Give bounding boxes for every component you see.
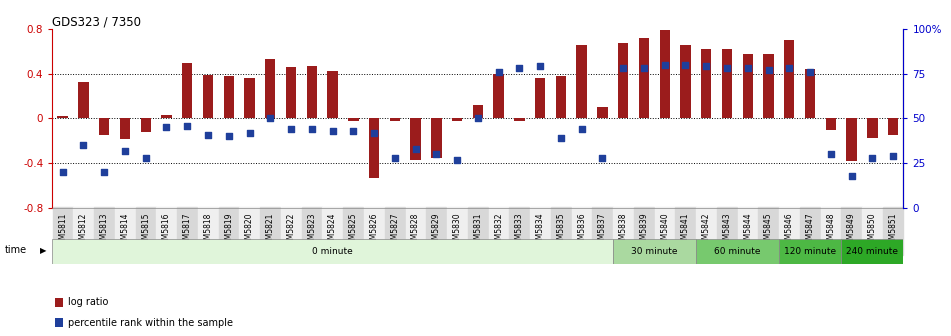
Point	[366, 130, 381, 135]
Point	[325, 128, 340, 134]
Point	[553, 135, 569, 141]
Bar	[805, 69, 815, 119]
Bar	[696, 239, 779, 264]
Text: 120 minute: 120 minute	[784, 247, 836, 256]
Bar	[120, 119, 130, 139]
Point	[636, 66, 651, 71]
Bar	[203, 75, 213, 119]
Bar	[473, 105, 483, 119]
Bar	[99, 119, 109, 135]
Bar	[784, 40, 794, 119]
Bar	[141, 119, 151, 132]
Bar	[867, 119, 878, 137]
Bar	[452, 119, 462, 121]
Point	[471, 116, 486, 121]
Bar	[722, 49, 732, 119]
Text: percentile rank within the sample: percentile rank within the sample	[68, 318, 233, 328]
Bar	[576, 45, 587, 119]
Point	[491, 69, 506, 74]
Point	[803, 69, 818, 74]
Point	[740, 66, 755, 71]
Bar	[743, 54, 753, 119]
Bar	[390, 119, 400, 121]
Point	[824, 152, 839, 157]
Point	[594, 155, 610, 161]
Point	[574, 127, 590, 132]
Point	[283, 127, 299, 132]
Bar	[555, 76, 566, 119]
Bar	[846, 119, 857, 161]
Point	[55, 170, 70, 175]
Text: 30 minute: 30 minute	[631, 247, 677, 256]
Point	[262, 116, 278, 121]
Bar	[612, 239, 696, 264]
Point	[346, 128, 361, 134]
Bar	[514, 119, 525, 121]
Point	[159, 125, 174, 130]
Bar	[535, 78, 545, 119]
Bar	[306, 66, 317, 119]
Bar	[348, 119, 359, 121]
Point	[615, 66, 631, 71]
Text: log ratio: log ratio	[68, 297, 107, 307]
Bar	[244, 78, 255, 119]
Point	[76, 143, 91, 148]
Bar	[411, 119, 420, 160]
Text: 60 minute: 60 minute	[714, 247, 761, 256]
Point	[699, 64, 714, 69]
Point	[97, 170, 112, 175]
Point	[719, 66, 734, 71]
Point	[761, 67, 776, 73]
Point	[782, 66, 797, 71]
Point	[533, 64, 548, 69]
Bar	[369, 119, 379, 178]
Bar	[618, 43, 629, 119]
Point	[678, 62, 693, 67]
Point	[242, 130, 257, 135]
Point	[222, 134, 237, 139]
Text: 0 minute: 0 minute	[312, 247, 353, 256]
Bar	[701, 49, 711, 119]
Bar	[57, 116, 68, 119]
Point	[844, 173, 859, 179]
Bar	[660, 30, 670, 119]
Point	[117, 148, 132, 154]
Point	[864, 155, 880, 161]
Bar	[639, 38, 650, 119]
Bar	[431, 119, 441, 158]
Text: time: time	[5, 245, 27, 255]
Bar	[52, 239, 612, 264]
Point	[387, 155, 402, 161]
Bar	[842, 239, 903, 264]
Point	[450, 157, 465, 163]
Bar	[680, 45, 690, 119]
Point	[180, 123, 195, 128]
Point	[885, 154, 901, 159]
Text: GDS323 / 7350: GDS323 / 7350	[52, 15, 142, 28]
Text: 240 minute: 240 minute	[846, 247, 899, 256]
Bar	[286, 67, 296, 119]
Bar	[764, 54, 774, 119]
Bar	[888, 119, 899, 135]
Point	[304, 127, 320, 132]
Bar	[494, 74, 504, 119]
Point	[429, 152, 444, 157]
Point	[201, 132, 216, 137]
Text: ▶: ▶	[40, 246, 47, 255]
Point	[408, 146, 423, 152]
Bar	[162, 115, 172, 119]
Bar	[265, 59, 276, 119]
Bar	[223, 76, 234, 119]
Point	[512, 66, 527, 71]
Bar	[78, 83, 88, 119]
Bar	[597, 107, 608, 119]
Bar	[327, 71, 338, 119]
Point	[138, 155, 153, 161]
Point	[657, 62, 672, 67]
Bar	[182, 64, 192, 119]
Bar	[779, 239, 842, 264]
Bar	[825, 119, 836, 130]
